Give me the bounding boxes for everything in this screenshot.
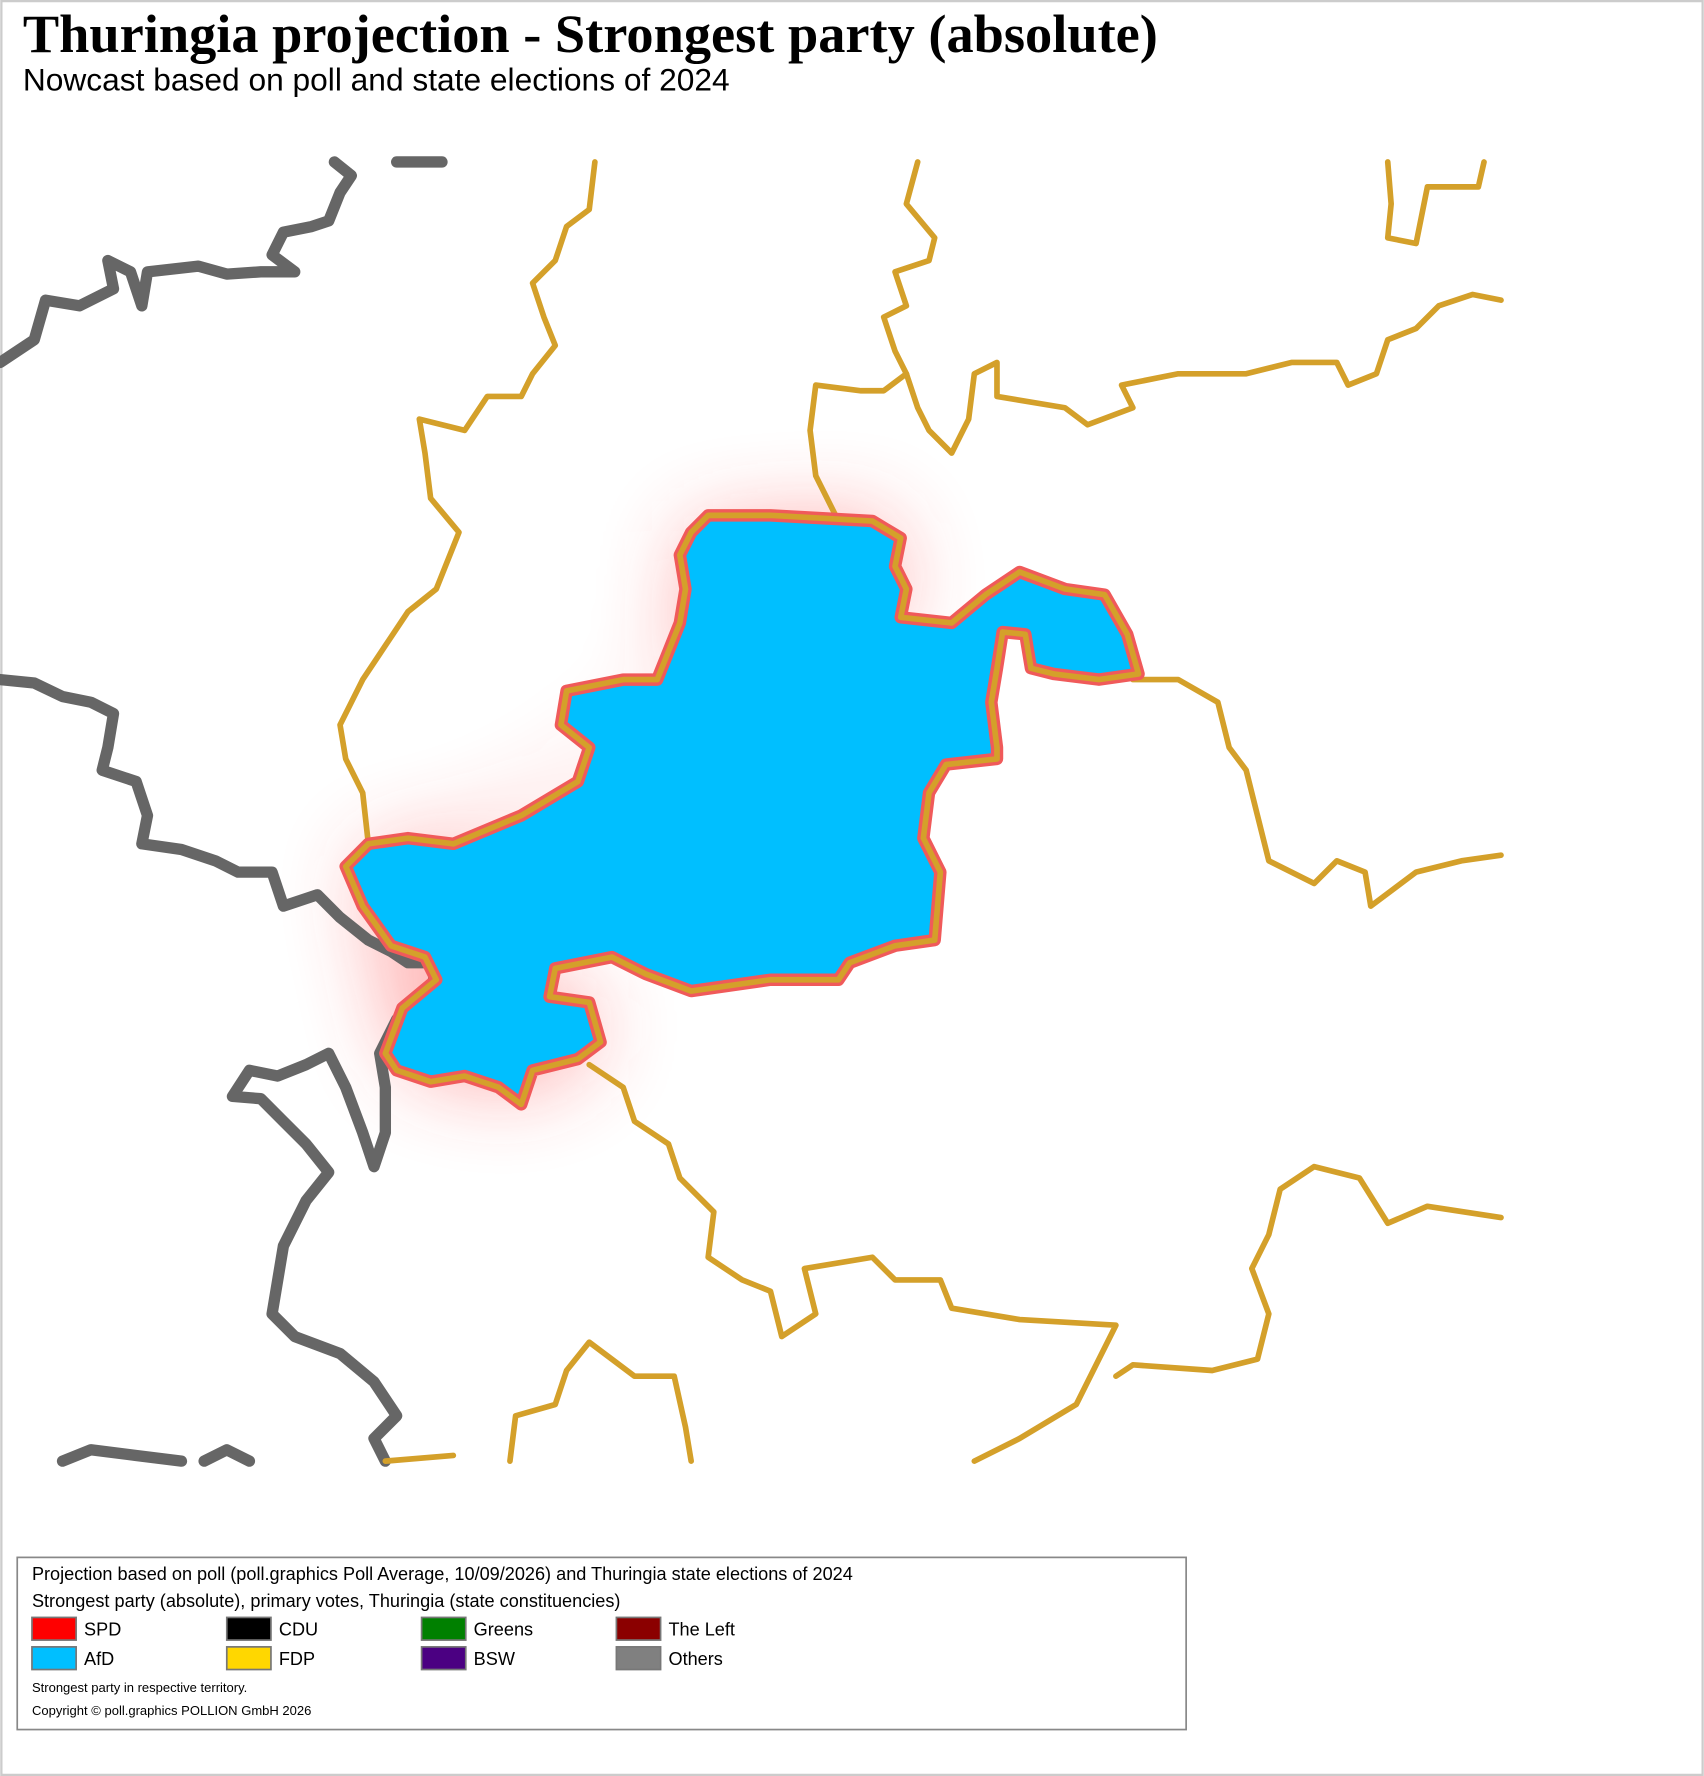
state-border <box>56 1444 256 1467</box>
legend-swatch <box>615 1616 662 1641</box>
legend-line: Strongest party (absolute), primary vote… <box>32 1591 620 1611</box>
constituency-border <box>1113 1163 1504 1380</box>
legend-swatch <box>420 1616 467 1641</box>
constituency-border <box>807 159 938 524</box>
legend-box <box>16 1556 1187 1731</box>
legend-swatch <box>31 1616 77 1641</box>
state-border <box>0 156 358 369</box>
legend-swatch <box>420 1646 467 1671</box>
legend-line: Projection based on poll (poll.graphics … <box>32 1564 853 1584</box>
legend-label: The Left <box>669 1620 735 1640</box>
legend: Projection based on poll (poll.graphics … <box>16 1556 1187 1731</box>
legend-note: Copyright © poll.graphics POLLION GmbH 2… <box>32 1703 311 1718</box>
legend-label: Greens <box>474 1620 533 1640</box>
legend-label: AfD <box>84 1649 114 1669</box>
constituency-border <box>342 512 1142 1108</box>
legend-label: SPD <box>84 1620 121 1640</box>
constituency-border <box>1130 676 1504 909</box>
legend-label: Others <box>669 1649 723 1669</box>
map <box>0 156 1504 1467</box>
legend-note: Strongest party in respective territory. <box>32 1680 247 1695</box>
constituency-border <box>1384 159 1487 247</box>
legend-swatch <box>225 1616 272 1641</box>
legend-label: BSW <box>474 1649 516 1669</box>
constituency-border <box>586 1061 1119 1464</box>
legend-swatch <box>31 1646 77 1671</box>
legend-swatch <box>615 1646 662 1671</box>
title: Thuringia projection - Strongest party (… <box>23 4 1158 64</box>
legend-label: FDP <box>279 1649 315 1669</box>
constituency-border <box>337 159 598 847</box>
legend-swatch <box>225 1646 272 1671</box>
constituency-border <box>903 291 1504 456</box>
legend-label: CDU <box>279 1620 318 1640</box>
subtitle: Nowcast based on poll and state election… <box>23 62 730 98</box>
constituency-border <box>382 1339 694 1464</box>
